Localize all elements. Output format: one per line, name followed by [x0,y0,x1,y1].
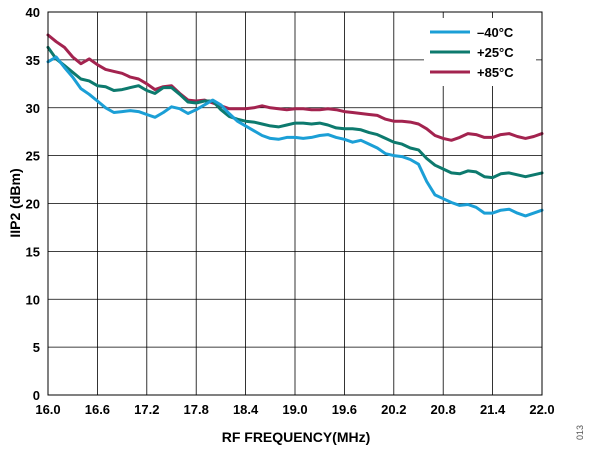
figure-id: 013 [575,425,585,440]
series-line-1 [46,45,544,180]
x-tick-labels: 16.0 16.6 17.2 17.8 18.4 19.0 19.6 20.2 20.8 21.4… [35,402,554,417]
legend: –40°C +25°C +85°C [424,18,536,86]
y-tick-labels: 0 5 10 15 20 25 30 35 40 [26,5,40,403]
x-tick-label: 17.8 [184,402,209,417]
x-tick-label: 16.0 [35,402,60,417]
plot-frame [47,11,543,396]
y-tick-label: 15 [26,244,40,259]
y-tick-label: 35 [26,53,40,68]
y-tick-label: 25 [26,149,40,164]
x-tick-label: 21.4 [480,402,506,417]
y-tick-label: 5 [33,340,40,355]
y-tick-label: 40 [26,5,40,20]
x-axis-title: RF FREQUENCY(MHz) [222,429,371,445]
y-tick-label: 0 [33,388,40,403]
x-tick-label: 18.4 [233,402,259,417]
x-tick-label: 16.6 [85,402,110,417]
y-tick-label: 30 [26,101,40,116]
series-line-2 [46,33,544,142]
series-lines [46,33,544,218]
x-tick-label: 19.6 [332,402,357,417]
x-tick-label: 20.8 [431,402,456,417]
y-axis-title: IIP2 (dBm) [7,168,23,237]
y-tick-label: 10 [26,292,40,307]
y-tick-label: 20 [26,197,40,212]
legend-label: +25°C [477,45,514,60]
series-line-0 [46,55,544,218]
legend-label: –40°C [477,25,514,40]
x-tick-label: 22.0 [529,402,554,417]
x-tick-label: 19.0 [282,402,307,417]
x-tick-label: 20.2 [381,402,406,417]
x-tick-label: 17.2 [134,402,159,417]
legend-label: +85°C [477,65,514,80]
